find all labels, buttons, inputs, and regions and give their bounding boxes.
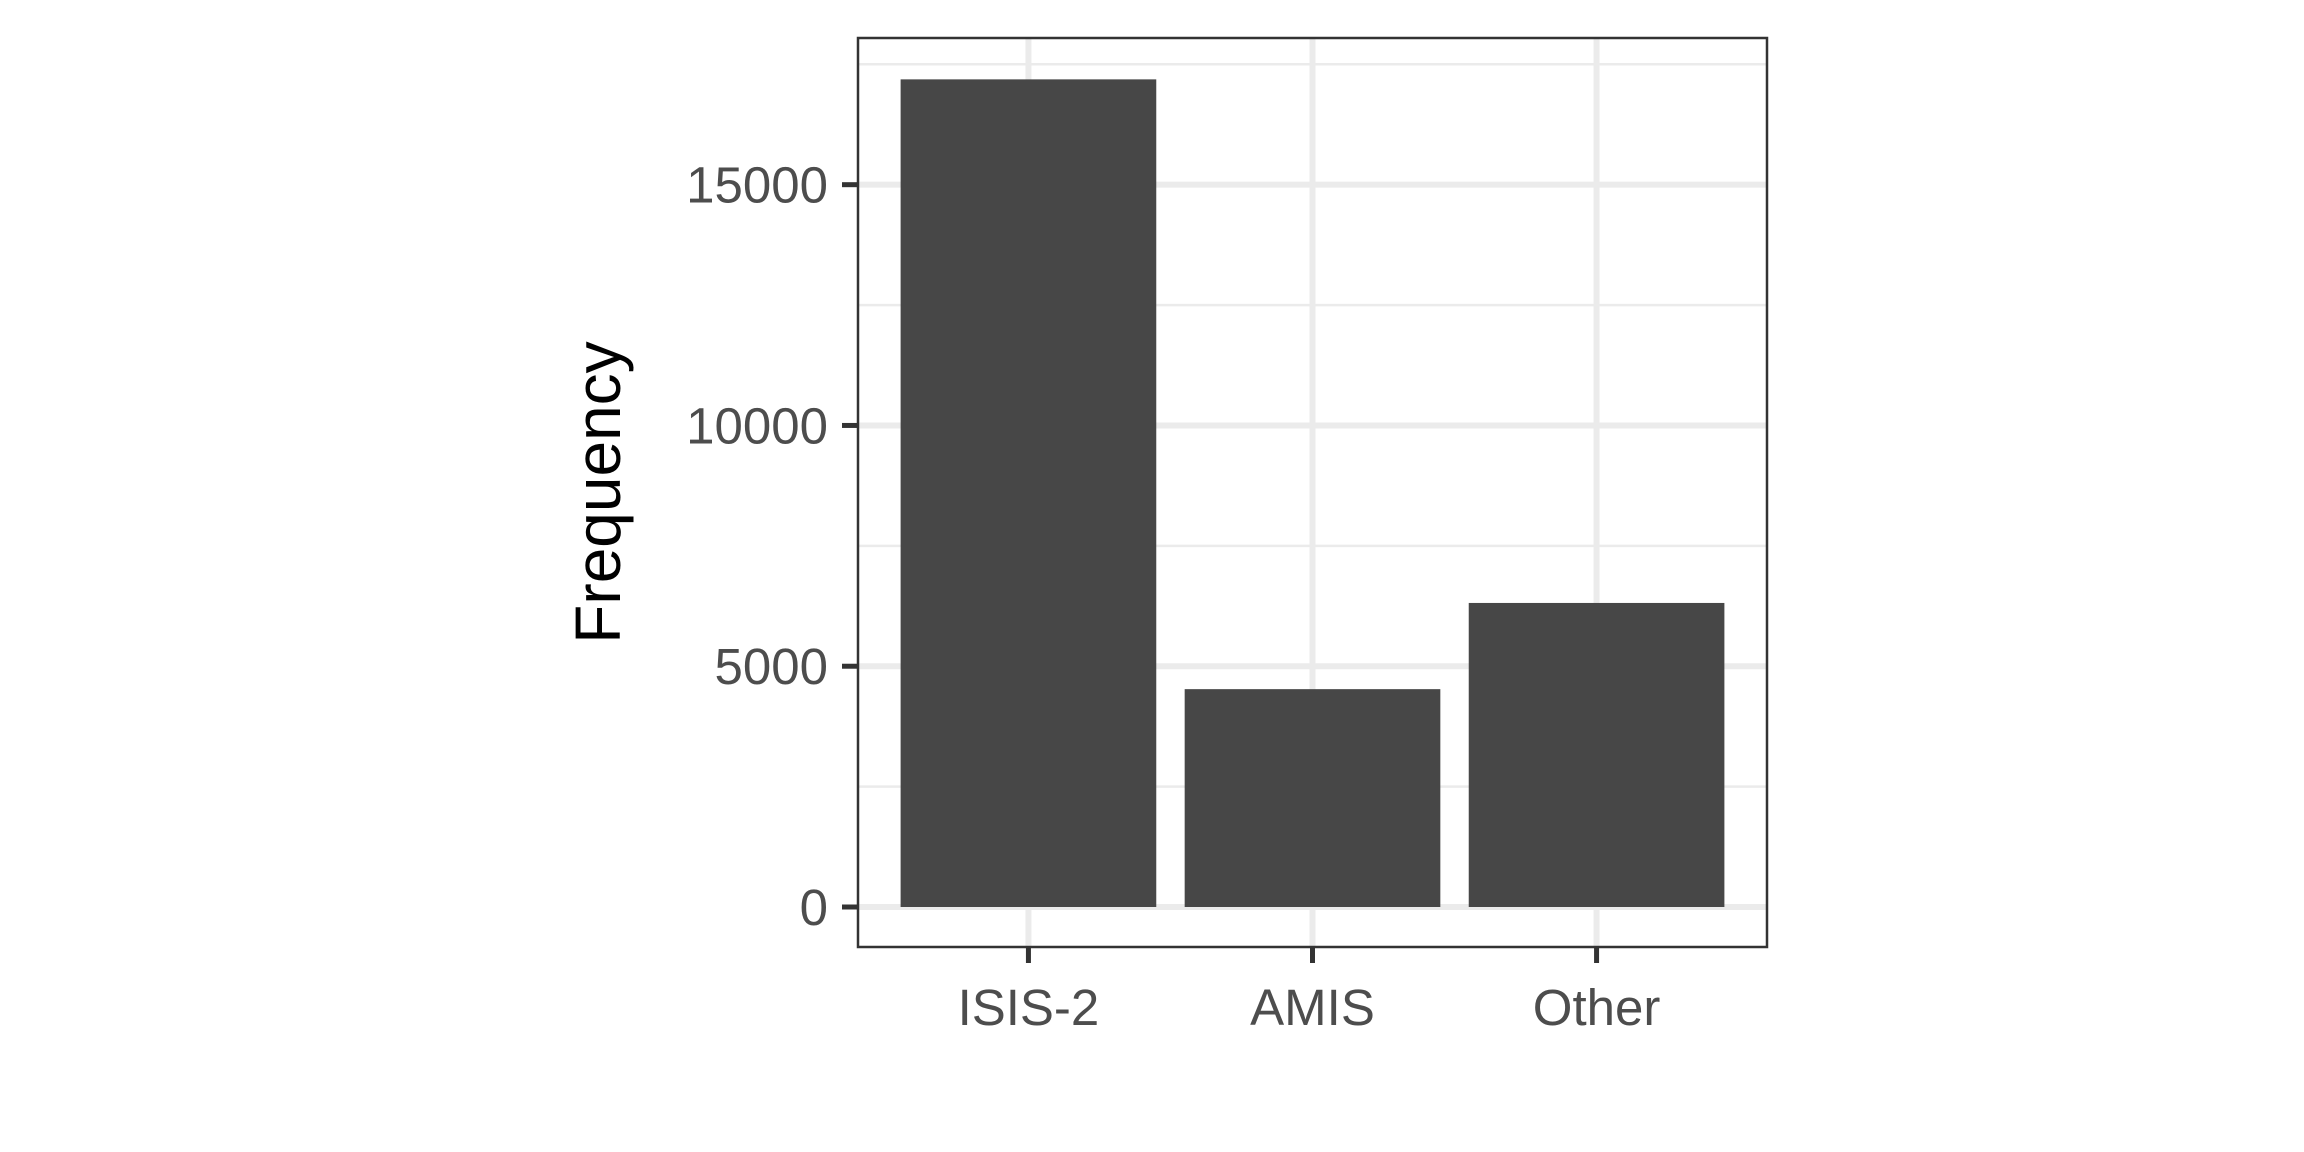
- y-tick-label: 0: [800, 879, 828, 936]
- bars: [900, 79, 1725, 908]
- x-axis: ISIS-2 AMIS Other: [958, 947, 1661, 1036]
- y-tick-label: 15000: [686, 157, 828, 214]
- bar-amis: [1184, 689, 1441, 907]
- y-axis-title: Frequency: [562, 341, 634, 643]
- x-tick-label: AMIS: [1250, 979, 1375, 1036]
- x-tick-label: Other: [1533, 979, 1661, 1036]
- y-tick-label: 10000: [686, 397, 828, 454]
- y-axis: 0 5000 10000 15000: [686, 157, 858, 936]
- bar-isis-2: [900, 79, 1157, 908]
- x-tick-label: ISIS-2: [958, 979, 1100, 1036]
- y-tick-label: 5000: [715, 638, 828, 695]
- bar-other: [1468, 602, 1725, 907]
